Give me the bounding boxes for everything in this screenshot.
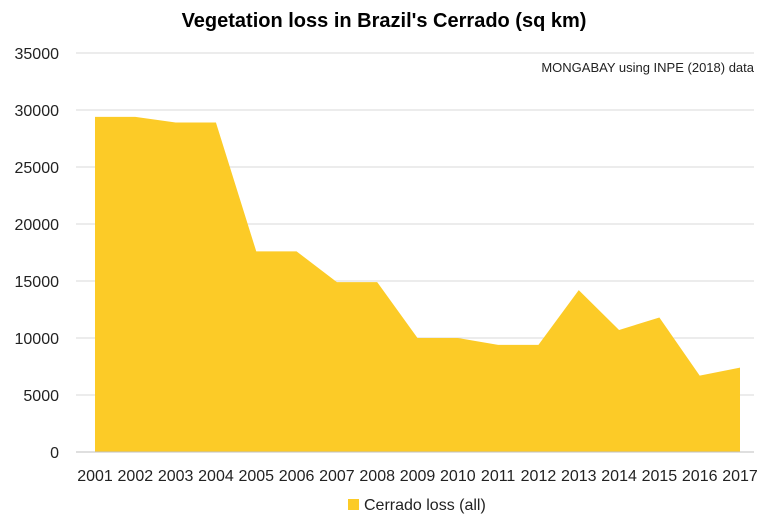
x-tick-label: 2013: [561, 468, 597, 485]
y-tick-label: 0: [50, 445, 59, 462]
x-tick-label: 2014: [601, 468, 637, 485]
area-layer: [94, 116, 741, 452]
x-tick-label: 2017: [722, 468, 758, 485]
y-tick-label: 25000: [15, 160, 60, 177]
x-tick-label: 2011: [481, 468, 516, 485]
x-tick-label: 2007: [319, 468, 355, 485]
y-tick-label: 35000: [15, 46, 60, 63]
x-tick-label: 2005: [238, 468, 274, 485]
y-tick-label: 15000: [15, 274, 60, 291]
x-tick-label: 2015: [642, 468, 678, 485]
y-tick-labels: 0 5000 10000 15000 20000 25000 30000 35000: [15, 46, 60, 462]
legend: Cerrado loss (all): [348, 497, 486, 514]
x-tick-label: 2006: [279, 468, 315, 485]
y-tick-label: 20000: [15, 217, 60, 234]
area-series-cerrado-loss: [95, 116, 740, 452]
x-tick-label: 2016: [682, 468, 718, 485]
x-tick-label: 2002: [118, 468, 154, 485]
y-tick-label: 30000: [15, 103, 60, 120]
x-tick-label: 2004: [198, 468, 234, 485]
legend-label: Cerrado loss (all): [364, 497, 486, 514]
x-tick-label: 2012: [521, 468, 557, 485]
source-note: MONGABAY using INPE (2018) data: [541, 60, 754, 75]
y-tick-label: 10000: [15, 331, 60, 348]
legend-swatch: [348, 499, 359, 510]
x-tick-label: 2008: [359, 468, 395, 485]
x-tick-label: 2001: [77, 468, 113, 485]
x-tick-label: 2003: [158, 468, 194, 485]
x-tick-labels: 2001 2002 2003 2004 2005 2006 2007 2008 2009 2010…: [77, 468, 758, 485]
x-tick-label: 2010: [440, 468, 476, 485]
y-tick-label: 5000: [23, 388, 59, 405]
chart-title: Vegetation loss in Brazil's Cerrado (sq …: [182, 10, 587, 32]
x-tick-label: 2009: [400, 468, 436, 485]
